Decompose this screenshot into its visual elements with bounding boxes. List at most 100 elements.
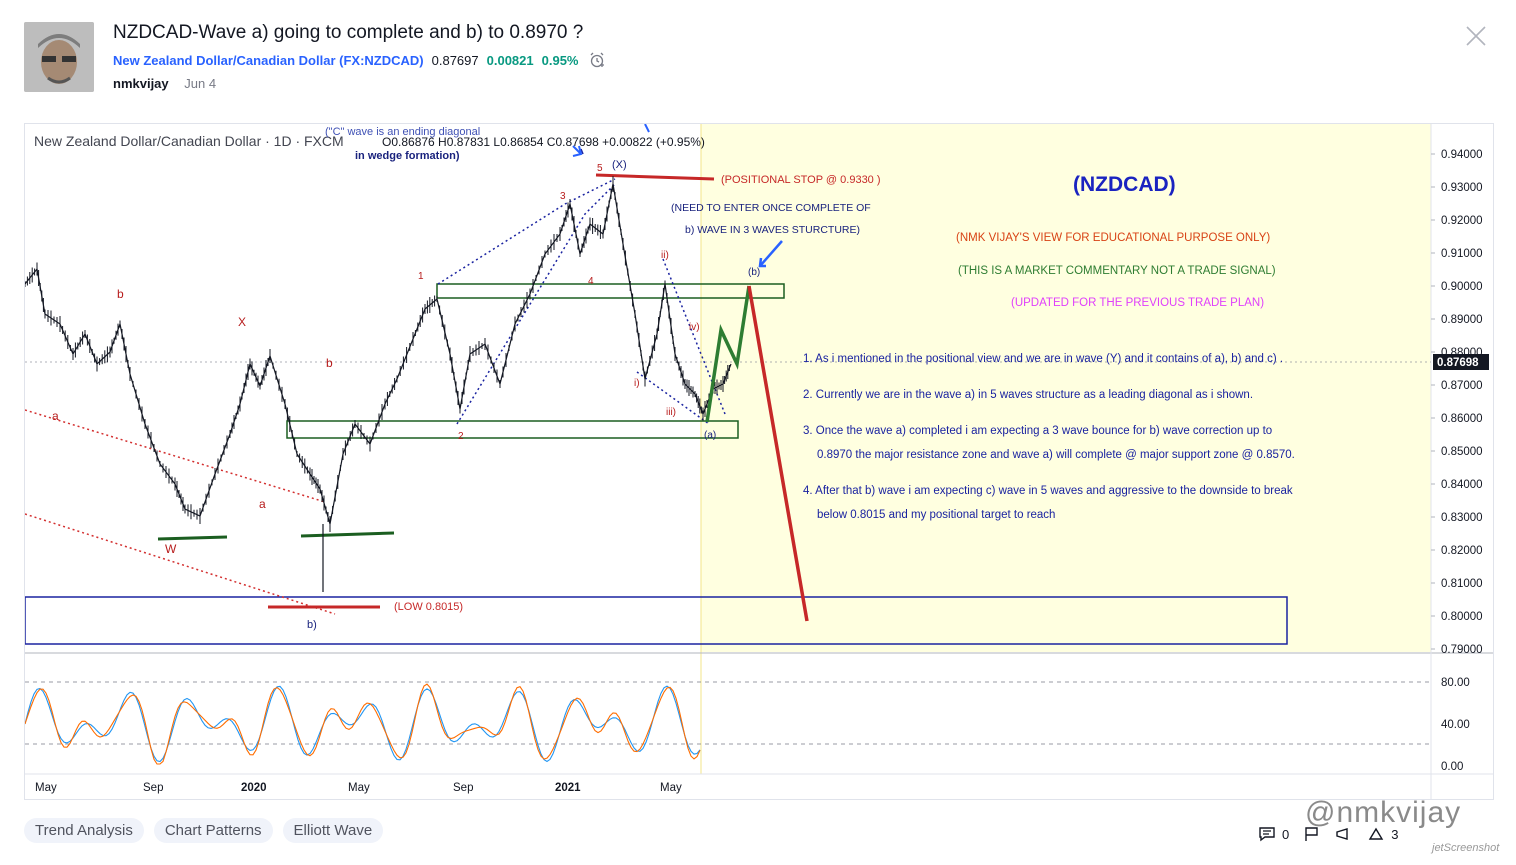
- time-tick: Sep: [143, 782, 163, 794]
- wave-label-b2: b: [326, 356, 333, 370]
- comments-count: 0: [1282, 826, 1290, 842]
- price-tick: 0.91000: [1441, 248, 1483, 260]
- price-axis[interactable]: 0.94000 0.93000 0.92000 0.91000 0.90000 0.890…: [1431, 149, 1483, 656]
- heading-note: (NZDCAD): [1073, 173, 1176, 196]
- disclaimer-1: (NMK VIJAY'S VIEW FOR EDUCATIONAL PURPOS…: [956, 232, 1270, 244]
- boost-button[interactable]: 3: [1367, 826, 1398, 842]
- symbol-change-percent: 0.95%: [541, 52, 579, 68]
- point-4b: below 0.8015 and my positional target to…: [817, 509, 1055, 521]
- symbol-change: 0.00821: [486, 52, 534, 68]
- support-zone: [286, 420, 739, 439]
- wave-label-b1: b: [117, 287, 124, 301]
- wave-label-2: 2: [458, 431, 464, 442]
- last-price-tag: [1433, 354, 1489, 370]
- wave-label-iii: iii): [666, 407, 676, 418]
- footer-actions: 0 3: [1258, 826, 1398, 842]
- price-tick: 0.90000: [1441, 281, 1483, 293]
- boost-count: 3: [1391, 826, 1399, 842]
- tag-trend-analysis[interactable]: Trend Analysis: [24, 818, 144, 843]
- symbol-row: New Zealand Dollar/Canadian Dollar (FX:N…: [113, 52, 605, 68]
- price-tick: 0.79000: [1441, 644, 1483, 656]
- wave-label-xx: (X): [612, 159, 627, 171]
- oscillator-axis[interactable]: 80.00 40.00 0.00: [1441, 677, 1470, 773]
- diag-note-1: ("C" wave is an ending diagonal: [325, 126, 480, 138]
- wave-label-i: i): [634, 378, 640, 389]
- symbol-name-link[interactable]: New Zealand Dollar/Canadian Dollar (FX:N…: [113, 52, 424, 68]
- price-tick: 0.85000: [1441, 446, 1483, 458]
- price-tick: 0.92000: [1441, 215, 1483, 227]
- price-tick: 0.82000: [1441, 545, 1483, 557]
- price-tick: 0.93000: [1441, 182, 1483, 194]
- wave-label-a2: a: [259, 497, 266, 511]
- point-3a: 3. Once the wave a) completed i am expec…: [803, 425, 1272, 437]
- osc-tick: 40.00: [1441, 719, 1470, 731]
- price-tick: 0.94000: [1441, 149, 1483, 161]
- projection-zone: [701, 124, 1431, 652]
- flag-icon[interactable]: [1303, 826, 1321, 842]
- close-icon[interactable]: [1464, 24, 1488, 48]
- osc-tick: 80.00: [1441, 677, 1470, 689]
- rocket-icon: [1368, 827, 1384, 840]
- wave-label-b3: b): [307, 619, 317, 631]
- time-tick: May: [348, 782, 370, 794]
- wave-label-a1: a: [52, 409, 59, 423]
- price-series: [25, 176, 732, 592]
- wave-label-4: 4: [588, 276, 594, 287]
- author-watermark: @nmkvijay: [1305, 796, 1462, 829]
- time-tick: May: [660, 782, 682, 794]
- symbol-price: 0.87697: [431, 52, 479, 68]
- wave-label-x: X: [238, 315, 246, 329]
- time-tick: May: [35, 782, 57, 794]
- point-1: 1. As i mentioned in the positional view…: [803, 353, 1283, 365]
- price-tick: 0.89000: [1441, 314, 1483, 326]
- disclaimer-3: (UPDATED FOR THE PREVIOUS TRADE PLAN): [1011, 297, 1264, 309]
- price-tick: 0.84000: [1441, 479, 1483, 491]
- comment-icon: [1259, 827, 1275, 842]
- avatar[interactable]: [24, 22, 94, 92]
- wave-label-5: 5: [597, 163, 603, 174]
- tag-chart-patterns[interactable]: Chart Patterns: [153, 818, 273, 843]
- wave-label-pa: (a): [704, 430, 716, 441]
- diag-note-2: in wedge formation): [355, 150, 460, 162]
- author-row: nmkvijay Jun 4: [113, 76, 216, 91]
- wave-label-pb: (b): [748, 267, 760, 278]
- enter-note-1: (NEED TO ENTER ONCE COMPLETE OF: [671, 202, 871, 214]
- idea-title: NZDCAD-Wave a) going to complete and b) …: [113, 22, 584, 43]
- wave-label-1: 1: [418, 271, 424, 282]
- time-tick: 2020: [241, 782, 267, 794]
- price-tick: 0.80000: [1441, 611, 1483, 623]
- stop-note: (POSITIONAL STOP @ 0.9330 ): [721, 174, 881, 186]
- projection-decline: [747, 285, 809, 622]
- price-tick: 0.86000: [1441, 413, 1483, 425]
- time-tick: Sep: [453, 782, 473, 794]
- wave-label-iv: iv): [689, 322, 700, 333]
- price-tick: 0.83000: [1441, 512, 1483, 524]
- low-note: (LOW 0.8015): [394, 601, 463, 613]
- point-3b: 0.8970 the major resistance zone and wav…: [817, 449, 1295, 461]
- author-link[interactable]: nmkvijay: [113, 76, 169, 91]
- comments-button[interactable]: 0: [1258, 826, 1289, 842]
- oscillator-series: [25, 683, 701, 765]
- tag-list: Trend Analysis Chart Patterns Elliott Wa…: [24, 818, 384, 843]
- wave-label-w: W: [165, 542, 177, 556]
- alert-clock-icon[interactable]: [589, 52, 605, 68]
- price-tick: 0.87000: [1441, 380, 1483, 392]
- projection-bounce: [705, 285, 751, 423]
- chart-legend: New Zealand Dollar/Canadian Dollar · 1D …: [34, 133, 344, 149]
- share-icon[interactable]: [1335, 826, 1353, 842]
- wave-label-ii: ii): [661, 250, 669, 261]
- chart-ohlc: O0.86876 H0.87831 L0.86854 C0.87698 +0.0…: [382, 135, 705, 149]
- tag-elliott-wave[interactable]: Elliott Wave: [282, 818, 384, 843]
- disclaimer-2: (THIS IS A MARKET COMMENTARY NOT A TRADE…: [958, 265, 1276, 277]
- wave-label-3: 3: [560, 191, 566, 202]
- resistance-zone: [436, 283, 785, 299]
- time-tick: 2021: [555, 782, 581, 794]
- price-tick: 0.81000: [1441, 578, 1483, 590]
- enter-note-2: b) WAVE IN 3 WAVES STURCTURE): [685, 224, 860, 236]
- publish-date: Jun 4: [184, 76, 217, 91]
- chart-panel[interactable]: New Zealand Dollar/Canadian Dollar · 1D …: [24, 123, 1494, 800]
- osc-tick: 0.00: [1441, 761, 1463, 773]
- target-box: [25, 596, 1288, 645]
- screenshot-watermark: jetScreenshot: [1432, 842, 1500, 854]
- time-axis[interactable]: May Sep 2020 May Sep 2021 May: [35, 782, 682, 794]
